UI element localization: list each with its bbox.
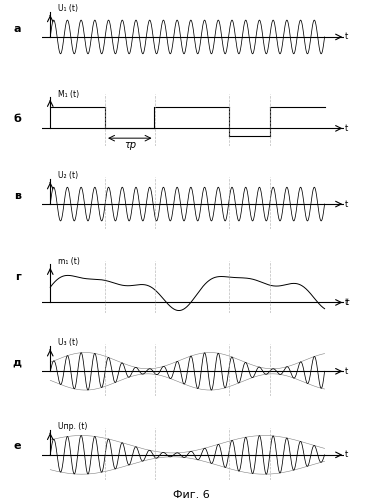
Text: τр: τр [124,140,136,150]
Text: Uпр. (t): Uпр. (t) [58,422,88,431]
Text: U₃ (t): U₃ (t) [58,338,79,347]
Text: t: t [345,298,348,307]
Text: б: б [13,114,21,124]
Text: Фиг. 6: Фиг. 6 [173,490,209,500]
Text: m₁ (t): m₁ (t) [58,256,80,266]
Text: t: t [345,32,348,42]
Text: д: д [12,358,21,368]
Text: е: е [13,441,21,451]
Text: U₁ (t): U₁ (t) [58,4,78,13]
Text: а: а [13,24,21,34]
Text: t: t [345,367,348,376]
Text: t: t [345,298,348,307]
Text: M₁ (t): M₁ (t) [58,90,79,99]
Text: t: t [345,450,348,460]
Text: t: t [345,124,348,133]
Text: в: в [14,192,21,202]
Text: U₂ (t): U₂ (t) [58,172,79,180]
Text: t: t [345,200,348,208]
Text: г: г [15,272,21,282]
